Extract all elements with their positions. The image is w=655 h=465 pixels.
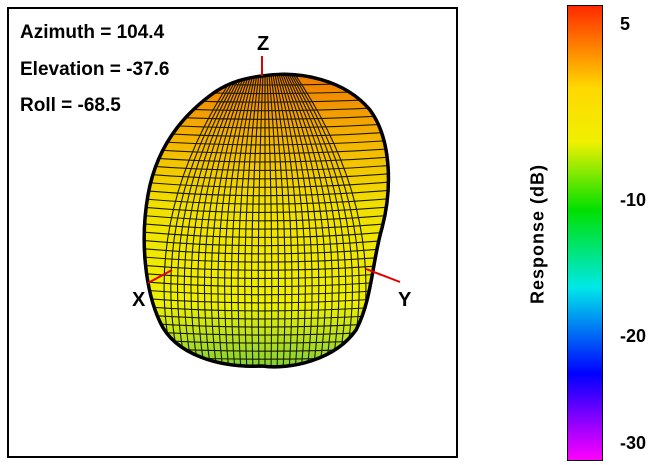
colorbar-tick-minus30: -30 <box>620 433 647 453</box>
mesh-latitude-line <box>144 172 389 180</box>
roll-label: Roll = -68.5 <box>20 95 121 116</box>
y-axis-label: Y <box>398 289 412 311</box>
mesh-longitude-line <box>277 74 313 367</box>
mesh-latitude-line <box>144 205 389 213</box>
azimuth-label: Azimuth = 104.4 <box>20 22 165 43</box>
x-axis-label: X <box>132 289 146 311</box>
mesh-latitude-line <box>144 272 389 279</box>
mesh-latitude-line <box>144 264 389 271</box>
colorbar <box>567 5 603 461</box>
mesh-latitude-line <box>144 147 389 154</box>
mesh-longitude-line <box>289 74 354 367</box>
colorbar-label: Response (dB) <box>527 163 548 305</box>
colorbar-tick-minus10: -10 <box>620 190 647 210</box>
y-axis-line <box>365 268 401 283</box>
mesh-longitude-line <box>250 74 262 367</box>
mesh-longitude-line <box>210 74 251 367</box>
mesh-latitude-line <box>144 255 389 263</box>
mesh-longitude-line <box>273 74 300 367</box>
mesh-longitude-line <box>287 74 347 367</box>
mesh-longitude-line <box>283 74 333 367</box>
mesh-latitude-line <box>144 164 389 171</box>
mesh-latitude-line <box>144 305 389 312</box>
elevation-label: Elevation = -37.6 <box>20 59 170 80</box>
mesh-longitude-line <box>266 74 273 367</box>
mesh-longitude-line <box>285 74 340 367</box>
response-body <box>142 72 391 369</box>
mesh-longitude-line <box>197 74 247 367</box>
mesh-latitude-line <box>144 156 389 163</box>
mesh-latitude-line <box>144 189 389 197</box>
x-axis-line <box>147 269 173 284</box>
mesh-latitude-line <box>144 214 389 222</box>
colorbar-tick-minus20: -20 <box>620 326 647 346</box>
mesh-longitude-line <box>279 74 320 367</box>
z-axis-label: Z <box>257 33 270 55</box>
mesh-latitude-line <box>144 297 389 304</box>
mesh-longitude-line <box>270 74 286 367</box>
mesh-longitude-line <box>237 74 258 367</box>
mesh-longitude-line <box>272 74 293 367</box>
mesh-longitude-line <box>268 74 280 367</box>
mesh-longitude-line <box>217 74 253 367</box>
mesh-latitude-line <box>144 247 389 255</box>
mesh-longitude-line <box>230 74 257 367</box>
mesh-longitude-line <box>281 74 327 367</box>
mesh-longitude-line <box>170 74 239 367</box>
mesh-longitude-line <box>183 74 243 367</box>
mesh-longitude-line <box>244 74 260 367</box>
mesh-latitude-line <box>144 181 389 188</box>
colorbar-tick-5: 5 <box>620 14 631 34</box>
mesh-longitude-line <box>257 74 264 367</box>
mesh-longitude-line <box>224 74 255 367</box>
mesh-latitude-line <box>144 197 389 205</box>
mesh-longitude-line <box>176 74 241 367</box>
mesh-latitude-line <box>144 222 389 230</box>
mesh-latitude-line <box>144 288 389 296</box>
mesh-longitude-line <box>275 74 306 367</box>
mesh-latitude-line <box>144 280 389 288</box>
mesh-longitude-line <box>190 74 245 367</box>
mesh-longitude-line <box>203 74 249 367</box>
